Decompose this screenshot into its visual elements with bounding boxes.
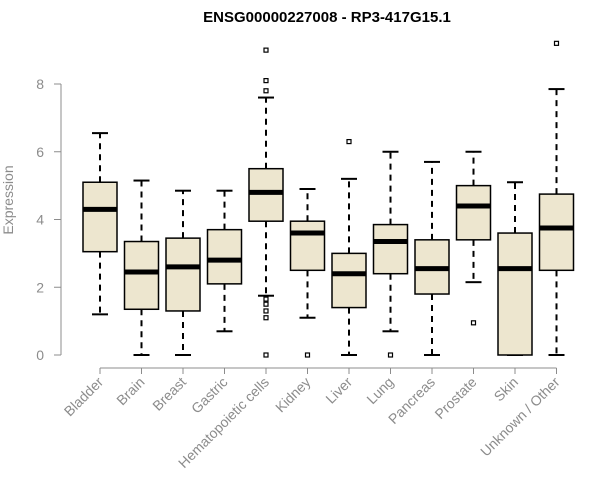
x-tick-label: Breast bbox=[149, 374, 189, 414]
box-group bbox=[123, 179, 160, 356]
box-group bbox=[165, 189, 201, 356]
outlier-point bbox=[263, 296, 269, 302]
plot-area bbox=[82, 40, 575, 358]
outlier-point bbox=[263, 352, 269, 358]
iqr-box bbox=[372, 223, 409, 275]
outlier-point bbox=[263, 301, 269, 307]
y-axis-title: Expression bbox=[0, 165, 16, 234]
box-group bbox=[82, 132, 118, 316]
box-group bbox=[455, 150, 492, 326]
outlier-point bbox=[263, 88, 269, 94]
iqr-box bbox=[248, 167, 284, 222]
box-group bbox=[289, 188, 326, 358]
y-tick-label: 4 bbox=[36, 212, 44, 228]
box-group bbox=[414, 160, 450, 356]
x-tick-label: Lung bbox=[363, 374, 396, 407]
iqr-box bbox=[497, 232, 533, 356]
x-tick-label: Prostate bbox=[431, 374, 479, 422]
chart-title: ENSG00000227008 - RP3-417G15.1 bbox=[203, 9, 451, 26]
iqr-box bbox=[165, 237, 201, 312]
y-tick-label: 8 bbox=[36, 76, 44, 92]
x-tick-label: Bladder bbox=[61, 374, 107, 420]
y-tick-label: 6 bbox=[36, 144, 44, 160]
x-tick-label: Unknown / Other bbox=[477, 374, 563, 460]
box-group bbox=[538, 40, 575, 356]
x-tick-label: Liver bbox=[322, 374, 355, 407]
box-group bbox=[331, 138, 367, 356]
box-group bbox=[372, 150, 409, 358]
y-tick-label: 0 bbox=[36, 347, 44, 363]
outlier-point bbox=[263, 47, 269, 53]
box-group bbox=[497, 181, 533, 356]
x-tick-label: Kidney bbox=[272, 374, 314, 416]
iqr-box bbox=[206, 228, 243, 285]
iqr-box bbox=[123, 240, 160, 311]
box-group bbox=[248, 47, 284, 358]
outlier-point bbox=[304, 352, 311, 358]
iqr-box bbox=[538, 193, 575, 272]
x-tick-label: Skin bbox=[491, 374, 522, 405]
x-tick-label: Brain bbox=[113, 374, 147, 408]
outlier-point bbox=[263, 78, 269, 84]
y-tick-label: 2 bbox=[36, 279, 44, 295]
outlier-point bbox=[553, 40, 560, 46]
outlier-point bbox=[263, 315, 269, 321]
iqr-box bbox=[455, 184, 492, 241]
outlier-point bbox=[470, 320, 477, 326]
box-group bbox=[206, 189, 243, 333]
iqr-box bbox=[289, 220, 326, 272]
iqr-box bbox=[331, 252, 367, 309]
iqr-box bbox=[82, 181, 118, 253]
outlier-point bbox=[263, 308, 269, 314]
outlier-point bbox=[387, 352, 394, 358]
outlier-point bbox=[346, 138, 352, 145]
